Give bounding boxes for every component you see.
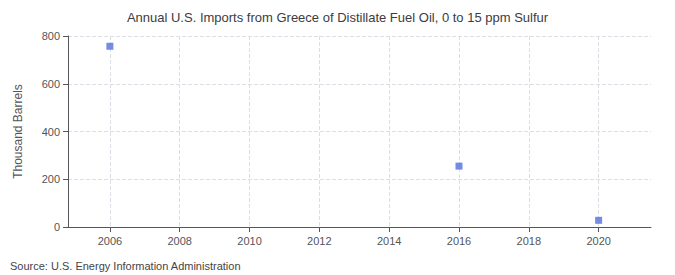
svg-text:2020: 2020 (586, 235, 610, 247)
svg-text:0: 0 (54, 221, 60, 233)
svg-text:2016: 2016 (447, 235, 471, 247)
svg-text:400: 400 (42, 126, 60, 138)
svg-text:2010: 2010 (237, 235, 261, 247)
svg-text:2014: 2014 (377, 235, 401, 247)
svg-text:2008: 2008 (167, 235, 191, 247)
svg-text:Annual U.S. Imports from Greec: Annual U.S. Imports from Greece of Disti… (127, 10, 549, 25)
svg-text:Thousand Barrels: Thousand Barrels (11, 84, 25, 179)
svg-text:800: 800 (42, 30, 60, 42)
svg-text:2006: 2006 (98, 235, 122, 247)
svg-text:Source: U.S. Energy Informatio: Source: U.S. Energy Information Administ… (10, 260, 241, 272)
svg-text:600: 600 (42, 78, 60, 90)
svg-text:2018: 2018 (517, 235, 541, 247)
svg-text:2012: 2012 (307, 235, 331, 247)
svg-text:200: 200 (42, 173, 60, 185)
